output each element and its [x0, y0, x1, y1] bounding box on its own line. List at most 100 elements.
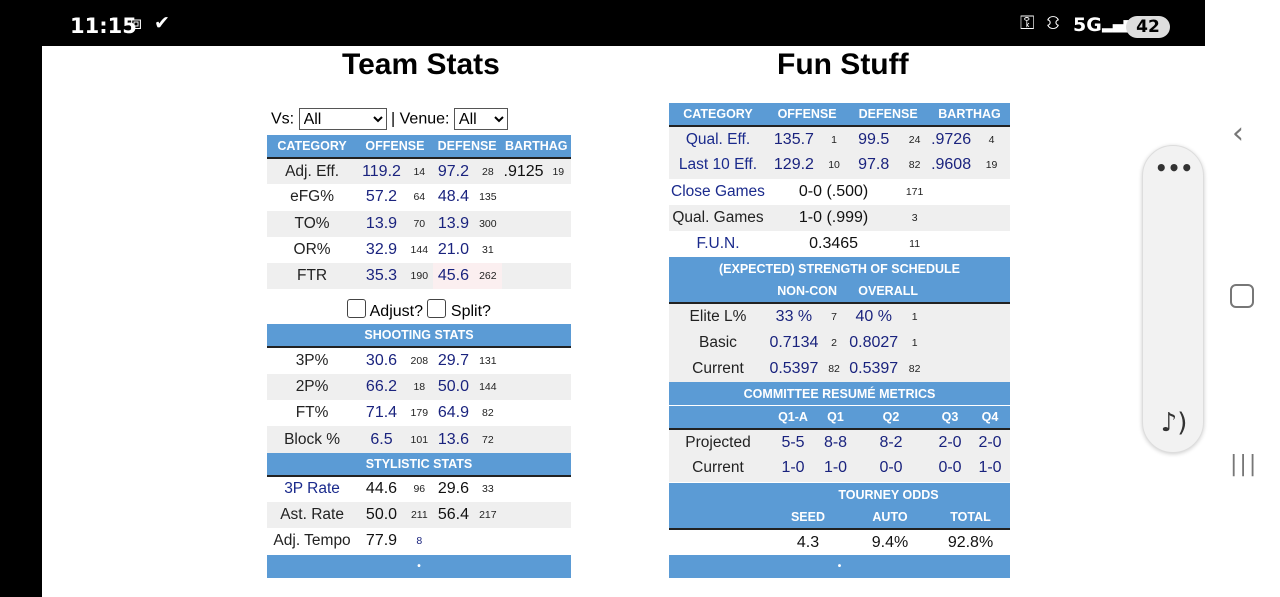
defense-value: 13.9	[432, 210, 475, 237]
defense-value: 29.7	[432, 347, 475, 374]
row-label[interactable]: 3P Rate	[267, 475, 358, 502]
header-q1: Q1	[819, 406, 852, 429]
row-label: FT%	[267, 400, 358, 427]
venue-select[interactable]: All	[453, 108, 508, 130]
row-label[interactable]: F.U.N.	[669, 231, 767, 258]
non-con-rank: 7	[820, 303, 848, 330]
offense-value: 57.2	[357, 184, 406, 211]
offense-rank: 101	[405, 426, 433, 453]
recents-icon[interactable]: |||	[1230, 452, 1259, 477]
sound-icon[interactable]: ♪)	[1160, 408, 1188, 438]
overall-rank: 1	[900, 329, 930, 357]
table-row: Projected 5-5 8-8 8-2 2-0 2-0	[669, 429, 1010, 456]
non-con-rank: 2	[820, 329, 848, 357]
fun-stuff-header: CATEGORY OFFENSE DEFENSE BARTHAG	[669, 103, 1010, 126]
header-total: TOTAL	[931, 506, 1010, 529]
non-con-rank: 82	[820, 356, 848, 383]
split-label: Split?	[450, 302, 491, 320]
q3-value: 2-0	[930, 429, 970, 456]
non-con-value: 0.7134	[766, 329, 821, 357]
bed-icon: ⛻	[1046, 12, 1061, 34]
q3-value: 0-0	[930, 455, 970, 482]
row-label: Adj. Tempo	[267, 528, 358, 555]
network-type: 5G	[1073, 14, 1102, 36]
header-seed: SEED	[767, 506, 849, 529]
offense-rank: 144	[405, 236, 433, 264]
row-label: Adj. Eff.	[267, 158, 358, 185]
table-row: 4.3 9.4% 92.8%	[669, 529, 1010, 556]
row-label: eFG%	[267, 184, 358, 211]
adjust-checkbox[interactable]	[347, 298, 367, 318]
offense-rank: 14	[405, 158, 433, 185]
row-label[interactable]: Qual. Eff.	[669, 126, 767, 153]
defense-value: 13.6	[432, 426, 475, 453]
defense-rank: 24	[900, 126, 930, 153]
barthag-value: .9608	[929, 152, 974, 179]
shooting-stats-header: SHOOTING STATS	[267, 324, 571, 348]
table-row: Adj. Tempo 77.9 8	[267, 528, 571, 555]
offense-rank: 211	[405, 501, 433, 529]
table-row: 2P% 66.2 18 50.0 144	[267, 373, 571, 401]
header-barthag: BARTHAG	[501, 135, 571, 158]
back-icon[interactable]: ‹	[1232, 116, 1244, 151]
row-label[interactable]: Last 10 Eff.	[669, 152, 767, 179]
key-icon: ⚿	[1020, 12, 1035, 34]
defense-rank: 300	[474, 210, 502, 237]
table-row: FTR 35.3 190 45.6 262	[267, 263, 571, 290]
committee-table: Q1-A Q1 Q2 Q3 Q4 Projected 5-5 8-8 8-2 2…	[669, 406, 1010, 482]
fun-stuff-table: CATEGORY OFFENSE DEFENSE BARTHAG Qual. E…	[669, 103, 1010, 406]
offense-value: 77.9	[357, 528, 406, 555]
vs-label: Vs:	[271, 110, 295, 128]
offense-value: 44.6	[357, 475, 406, 502]
more-icon[interactable]: •••	[1154, 156, 1194, 180]
auto-value: 9.4%	[849, 529, 931, 556]
q1-value: 1-0	[819, 455, 852, 482]
table-row: 3P% 30.6 208 29.7 131	[267, 347, 571, 374]
defense-rank: 82	[900, 152, 930, 179]
team-stats-table: CATEGORY OFFENSE DEFENSE BARTHAG Adj. Ef…	[267, 135, 571, 578]
offense-value: 13.9	[357, 210, 406, 237]
tourney-table: TOURNEY ODDS SEED AUTO TOTAL 4.3 9.4% 92…	[669, 483, 1010, 579]
header-q4: Q4	[970, 406, 1010, 429]
offense-rank: 70	[405, 210, 433, 237]
venue-label: | Venue:	[391, 110, 450, 128]
tourney-subheader: SEED AUTO TOTAL	[669, 506, 1010, 529]
defense-value: 45.6	[432, 263, 475, 290]
overall-rank: 82	[900, 356, 930, 383]
defense-rank: 262	[474, 263, 502, 290]
header-q2: Q2	[852, 406, 930, 429]
sos-header: (EXPECTED) STRENGTH OF SCHEDULE	[669, 257, 1010, 281]
page-canvas	[42, 0, 1205, 597]
misc-rank: 171	[900, 178, 930, 205]
home-icon[interactable]	[1230, 284, 1254, 308]
header-category: CATEGORY	[669, 103, 767, 126]
row-label: OR%	[267, 236, 358, 264]
filter-bar: Vs: All | Venue: All	[271, 108, 508, 130]
row-label: Projected	[669, 429, 767, 456]
q1a-value: 1-0	[767, 455, 819, 482]
table-row: Elite L% 33 % 7 40 % 1	[669, 303, 1010, 330]
row-label[interactable]: Close Games	[669, 178, 767, 205]
footer-dot: •	[669, 555, 1010, 579]
overall-value: 0.5397	[847, 356, 901, 383]
offense-value: 35.3	[357, 263, 406, 290]
table-row: OR% 32.9 144 21.0 31	[267, 236, 571, 264]
split-checkbox[interactable]	[427, 298, 447, 318]
header-q1a: Q1-A	[767, 406, 819, 429]
barthag-value: .9726	[929, 126, 974, 153]
defense-value: 99.5	[847, 126, 901, 153]
header-auto: AUTO	[849, 506, 931, 529]
defense-rank: 217	[474, 501, 502, 529]
header-barthag: BARTHAG	[929, 103, 1010, 126]
table-row: FT% 71.4 179 64.9 82	[267, 400, 571, 427]
vs-select[interactable]: All	[298, 108, 387, 130]
defense-rank: 31	[474, 236, 502, 264]
row-label: Current	[669, 455, 767, 482]
offense-value: 71.4	[357, 400, 406, 427]
offense-rank: 18	[405, 373, 433, 401]
row-label: Current	[669, 356, 767, 383]
header-defense: DEFENSE	[432, 135, 502, 158]
header-offense: OFFENSE	[357, 135, 433, 158]
offense-value: 135.7	[766, 126, 821, 153]
row-label: Block %	[267, 426, 358, 453]
